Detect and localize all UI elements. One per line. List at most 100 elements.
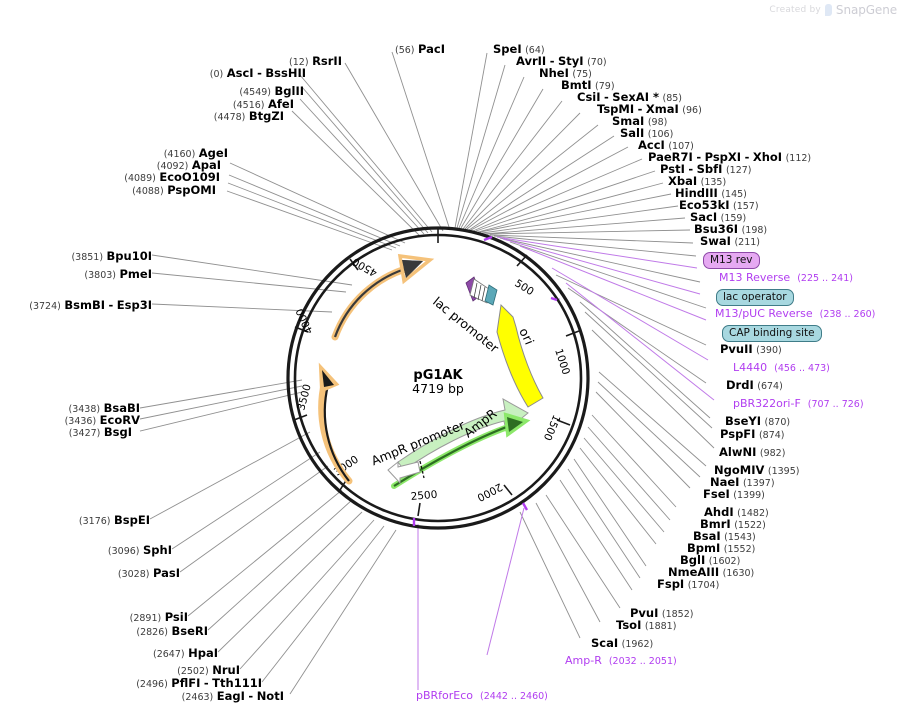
site-label-nheI[interactable]: NheI (75)	[539, 67, 592, 80]
site-label-ascI[interactable]: (0) AscI - BssHII	[86, 67, 306, 80]
site-label-ahdI[interactable]: AhdI (1482)	[704, 505, 769, 519]
site-label-bpmI[interactable]: BpmI (1552)	[687, 542, 755, 555]
site-label-ecoRV[interactable]: (3436) EcoRV	[0, 414, 140, 427]
site-label-bsgI[interactable]: (3427) BsgI	[0, 426, 132, 439]
site-label-ngoMIV[interactable]: NgoMIV (1395)	[714, 464, 800, 477]
badge-m13-rev[interactable]: M13 rev	[703, 252, 760, 269]
site-name: AhdI	[704, 505, 734, 519]
site-label-smaI[interactable]: SmaI (98)	[612, 115, 667, 128]
site-pos: (1543)	[724, 532, 756, 543]
primer-label-pbr322ori-f[interactable]: pBR322ori-F (707 .. 726)	[733, 398, 864, 410]
site-label-ageI[interactable]: (4160) AgeI	[40, 147, 228, 160]
site-label-btgZI[interactable]: (4478) BtgZI	[86, 110, 284, 123]
site-label-afeI[interactable]: (4516) AfeI	[86, 98, 294, 111]
site-label-sacI[interactable]: SacI (159)	[690, 211, 746, 224]
site-label-csiI[interactable]: CsiI - SexAI * (85)	[577, 91, 682, 104]
site-label-avrII[interactable]: AvrII - StyI (70)	[516, 54, 607, 68]
primer-name: L4440	[733, 361, 768, 374]
site-label-hpaI[interactable]: (2647) HpaI	[0, 647, 218, 660]
site-label-sphI[interactable]: (3096) SphI	[0, 544, 172, 557]
site-pos: (1395)	[767, 466, 800, 477]
site-label-ecoO109I[interactable]: (4089) EcoO109I	[20, 170, 220, 184]
site-label-bsaI[interactable]: BsaI (1543)	[693, 530, 756, 543]
site-pos: (1630)	[722, 568, 755, 579]
site-label-salI[interactable]: SalI (106)	[620, 127, 673, 140]
badge-cap-binding-site[interactable]: CAP binding site	[722, 325, 822, 342]
primer-label-pbrforeco[interactable]: pBRforEco (2442 .. 2460)	[416, 690, 548, 702]
site-label-pstI[interactable]: PstI - SbfI (127)	[660, 163, 751, 176]
site-label-pvuII[interactable]: PvuII (390)	[720, 343, 782, 356]
primer-range: (2442 .. 2460)	[480, 691, 548, 702]
site-label-rsrII[interactable]: (12) RsrII	[190, 55, 342, 68]
site-name-2: StyI	[558, 54, 584, 68]
site-label-scaI[interactable]: ScaI (1962)	[591, 637, 654, 650]
site-label-naeI[interactable]: NaeI (1397)	[710, 476, 775, 489]
site-label-fseI[interactable]: FseI (1399)	[703, 488, 765, 501]
site-label-alwNI[interactable]: AlwNI (982)	[719, 445, 785, 459]
tick-label-4500: 4500	[350, 255, 379, 279]
site-label-eco53kI[interactable]: Eco53kI (157)	[679, 199, 759, 212]
site-label-fspI[interactable]: FspI (1704)	[657, 577, 719, 591]
site-label-accI[interactable]: AccI (107)	[638, 139, 694, 152]
site-label-bspEI[interactable]: (3176) BspEI	[0, 514, 150, 527]
site-label-nruI[interactable]: (2502) NruI	[0, 663, 240, 677]
site-label-bglII[interactable]: (4549) BglII	[86, 84, 305, 98]
site-label-psiI[interactable]: (2891) PsiI	[0, 611, 188, 624]
site-label-swaI[interactable]: SwaI (211)	[700, 234, 760, 248]
site-label-eagI[interactable]: (2463) EagI - NotI	[0, 690, 284, 703]
site-name: BglII	[274, 84, 305, 98]
primer-label-amp-r[interactable]: Amp-R (2032 .. 2051)	[565, 655, 677, 667]
site-label-nmeAIII[interactable]: NmeAIII (1630)	[668, 566, 755, 579]
site-label-pspFI[interactable]: PspFI (874)	[720, 428, 785, 441]
site-pos: (3096)	[107, 546, 140, 557]
site-label-apaI[interactable]: (4092) ApaI	[40, 159, 221, 172]
site-sep: -	[203, 676, 209, 690]
site-pos: (4549)	[239, 87, 271, 98]
site-pos: (2647)	[153, 649, 185, 660]
site-name: EcoO109I	[159, 170, 220, 184]
primer-label-m13-puc-reverse[interactable]: M13/pUC Reverse (238 .. 260)	[715, 308, 875, 320]
site-name: TspMI	[597, 102, 635, 116]
site-name: AlwNI	[719, 445, 757, 459]
site-label-bsaBI[interactable]: (3438) BsaBI	[0, 401, 140, 415]
site-label-tspMI[interactable]: TspMI - XmaI (96)	[597, 102, 702, 116]
primer-label-m13-reverse[interactable]: M13 Reverse (225 .. 241)	[719, 272, 853, 284]
snapgene-logo-icon	[824, 4, 832, 16]
badge-lac-operator[interactable]: lac operator	[716, 289, 794, 306]
site-label-bsmBI[interactable]: (3724) BsmBI - Esp3I	[0, 299, 152, 312]
site-label-drdI[interactable]: DrdI (674)	[726, 379, 783, 392]
site-label-bsu36I[interactable]: Bsu36I (198)	[694, 223, 767, 236]
site-name: BsaBI	[103, 401, 140, 415]
site-label-bmrI[interactable]: BmrI (1522)	[700, 518, 766, 531]
site-sep-2: -	[744, 150, 750, 164]
feature-lac-promoter	[465, 276, 498, 306]
site-name: SwaI	[700, 234, 731, 248]
site-name: NruI	[212, 663, 240, 677]
site-name: FspI	[657, 577, 685, 591]
site-label-pacI[interactable]: (56) PacI	[290, 43, 445, 56]
site-label-pmeI[interactable]: (3803) PmeI	[0, 268, 152, 281]
site-pos: (1482)	[737, 508, 769, 519]
arrow-head-upper-halo	[397, 253, 435, 285]
site-pos: (1602)	[708, 556, 741, 567]
site-pos: (1962)	[621, 639, 654, 650]
site-label-bseRI[interactable]: (2826) BseRI	[0, 625, 208, 638]
site-label-bglI[interactable]: BglI (1602)	[680, 554, 741, 567]
site-label-bseYI[interactable]: BseYI (870)	[725, 415, 790, 428]
site-label-xbaI[interactable]: XbaI (135)	[668, 175, 726, 188]
site-label-pvuI[interactable]: PvuI (1852)	[630, 607, 693, 620]
site-label-paeR7I[interactable]: PaeR7I - PspXI - XhoI (112)	[648, 150, 811, 164]
primer-label-l4440[interactable]: L4440 (456 .. 473)	[733, 362, 830, 374]
site-label-pasI[interactable]: (3028) PasI	[0, 566, 180, 580]
site-label-bpu10I[interactable]: (3851) Bpu10I	[0, 250, 152, 263]
site-pos: (4478)	[213, 112, 246, 123]
site-name: PasI	[152, 566, 180, 580]
site-label-bmtI[interactable]: BmtI (79)	[561, 79, 615, 92]
site-label-pspOMI[interactable]: (4088) PspOMI	[20, 184, 216, 197]
site-label-speI[interactable]: SpeI (64)	[493, 43, 545, 56]
site-label-pflFI[interactable]: (2496) PflFI - Tth111I	[0, 676, 262, 690]
site-label-hindIII[interactable]: HindIII (145)	[675, 187, 747, 200]
site-label-tsoI[interactable]: TsoI (1881)	[616, 619, 676, 632]
site-pos: (1397)	[742, 478, 775, 489]
